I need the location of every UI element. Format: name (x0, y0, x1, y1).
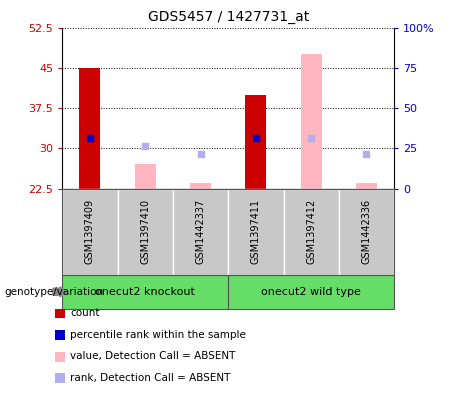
Text: GSM1397412: GSM1397412 (306, 199, 316, 264)
Text: GSM1442336: GSM1442336 (361, 199, 372, 264)
Text: rank, Detection Call = ABSENT: rank, Detection Call = ABSENT (70, 373, 230, 383)
Text: GSM1442337: GSM1442337 (195, 199, 206, 264)
Bar (301, 54, 322, 189)
Bar (356, 183, 377, 189)
Text: genotype/variation: genotype/variation (5, 287, 104, 297)
Text: onecut2 knockout: onecut2 knockout (95, 287, 195, 297)
Text: count: count (70, 308, 100, 318)
Text: GSM1397409: GSM1397409 (85, 199, 95, 264)
Text: GSM1397410: GSM1397410 (140, 199, 150, 264)
Bar (79, 68, 100, 189)
Text: value, Detection Call = ABSENT: value, Detection Call = ABSENT (70, 351, 236, 362)
Bar (190, 183, 211, 189)
Text: percentile rank within the sample: percentile rank within the sample (70, 330, 246, 340)
Bar (245, 95, 266, 189)
Bar (135, 164, 156, 189)
Title: GDS5457 / 1427731_at: GDS5457 / 1427731_at (148, 10, 309, 24)
Text: GSM1397411: GSM1397411 (251, 199, 261, 264)
Text: onecut2 wild type: onecut2 wild type (261, 287, 361, 297)
